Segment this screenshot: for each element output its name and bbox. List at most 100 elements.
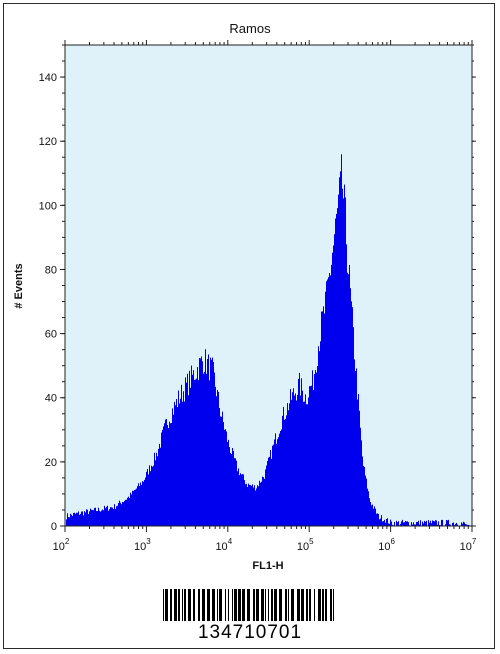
- histogram-bar: [159, 443, 160, 526]
- histogram-bar: [354, 359, 355, 526]
- histogram-bar: [379, 519, 380, 526]
- histogram-bar: [141, 484, 142, 526]
- histogram-bar: [403, 522, 404, 526]
- histogram-bar: [189, 370, 190, 526]
- histogram-bar: [204, 371, 205, 526]
- y-tick-label: 0: [51, 521, 57, 533]
- histogram-bar: [132, 490, 133, 526]
- histogram-bar: [83, 515, 84, 526]
- histogram-bar: [231, 454, 232, 526]
- histogram-bar: [122, 502, 123, 526]
- histogram-bar: [457, 524, 458, 526]
- histogram-bar: [93, 510, 94, 526]
- histogram-bar: [71, 514, 72, 526]
- x-tick-label: 107: [460, 537, 477, 553]
- barcode-bar: [314, 589, 315, 621]
- histogram-bar: [388, 523, 389, 526]
- histogram-bar: [198, 380, 199, 526]
- histogram-bar: [187, 373, 188, 526]
- histogram-bar: [328, 277, 329, 526]
- histogram-bar: [433, 520, 434, 526]
- histogram-bar: [384, 519, 385, 526]
- histogram-bar: [357, 399, 358, 526]
- histogram-bar: [361, 440, 362, 526]
- histogram-bar: [269, 456, 270, 526]
- histogram-bar: [264, 478, 265, 526]
- histogram-bar: [287, 403, 288, 526]
- histogram-bar: [367, 488, 368, 526]
- histogram-bar: [335, 218, 336, 527]
- histogram-bar: [456, 522, 457, 526]
- histogram-bar: [151, 465, 152, 526]
- histogram-bar: [176, 398, 177, 526]
- histogram-bar: [222, 411, 223, 526]
- histogram-bar: [293, 388, 294, 526]
- histogram-bar: [161, 432, 162, 526]
- x-tick-base: 10: [53, 541, 65, 553]
- histogram-bar: [464, 522, 465, 526]
- histogram-bar: [148, 474, 149, 526]
- histogram-bar: [124, 500, 125, 526]
- histogram-bar: [321, 311, 322, 526]
- barcode-bar: [256, 589, 259, 621]
- histogram-bar: [376, 513, 377, 526]
- histogram-bar: [374, 506, 375, 526]
- histogram-bar: [299, 372, 300, 526]
- histogram-bar: [296, 400, 297, 526]
- histogram-bar: [325, 291, 326, 526]
- barcode-bar: [188, 589, 191, 621]
- histogram-bar: [324, 313, 325, 526]
- histogram-bar: [91, 509, 92, 526]
- y-tick-label: 80: [45, 264, 57, 276]
- histogram-bar: [80, 513, 81, 526]
- histogram-bar: [282, 415, 283, 526]
- histogram-bar: [419, 524, 420, 526]
- histogram-bar: [365, 475, 366, 526]
- histogram-bar: [345, 197, 346, 527]
- histogram-bar: [199, 358, 200, 526]
- histogram-bar: [285, 418, 286, 526]
- barcode-bar: [184, 589, 186, 621]
- histogram-bar: [390, 519, 391, 526]
- histogram-bar: [214, 372, 215, 526]
- barcode-bar: [174, 589, 177, 621]
- histogram-bar: [152, 466, 153, 526]
- histogram-bar: [105, 508, 106, 526]
- histogram-bar: [447, 520, 448, 526]
- barcode-bar: [225, 589, 226, 621]
- histogram-bar: [423, 523, 424, 526]
- histogram-bar: [322, 311, 323, 526]
- histogram-bar: [84, 511, 85, 526]
- histogram-bar: [162, 429, 163, 526]
- x-tick-exponent: 6: [390, 537, 395, 546]
- barcode-bar: [182, 589, 183, 621]
- histogram-bar: [191, 365, 192, 526]
- histogram-bar: [314, 374, 315, 526]
- histogram-bar: [327, 279, 328, 526]
- x-tick-exponent: 5: [309, 537, 314, 546]
- histogram-bar: [252, 484, 253, 526]
- histogram-bar: [158, 448, 159, 526]
- barcode-bar: [207, 589, 210, 621]
- histogram-bar: [166, 418, 167, 526]
- histogram-bar: [408, 522, 409, 526]
- histogram-bar: [346, 244, 347, 527]
- histogram-bar: [120, 502, 121, 526]
- histogram-bar: [338, 194, 339, 526]
- histogram-bar: [350, 288, 351, 526]
- histogram-bar: [92, 510, 93, 526]
- histogram-bar: [145, 477, 146, 526]
- histogram-bar: [119, 500, 120, 526]
- histogram-bar: [192, 374, 193, 526]
- x-tick-label: 103: [134, 537, 151, 553]
- histogram-bar: [129, 498, 130, 526]
- barcode-bar: [219, 589, 222, 621]
- histogram-bar: [94, 507, 95, 526]
- barcode-bar: [333, 589, 334, 621]
- histogram-bar: [352, 307, 353, 526]
- histogram-bar: [392, 524, 393, 526]
- histogram-bar: [466, 524, 467, 526]
- barcode-bar: [318, 589, 321, 621]
- histogram-bar: [445, 524, 446, 526]
